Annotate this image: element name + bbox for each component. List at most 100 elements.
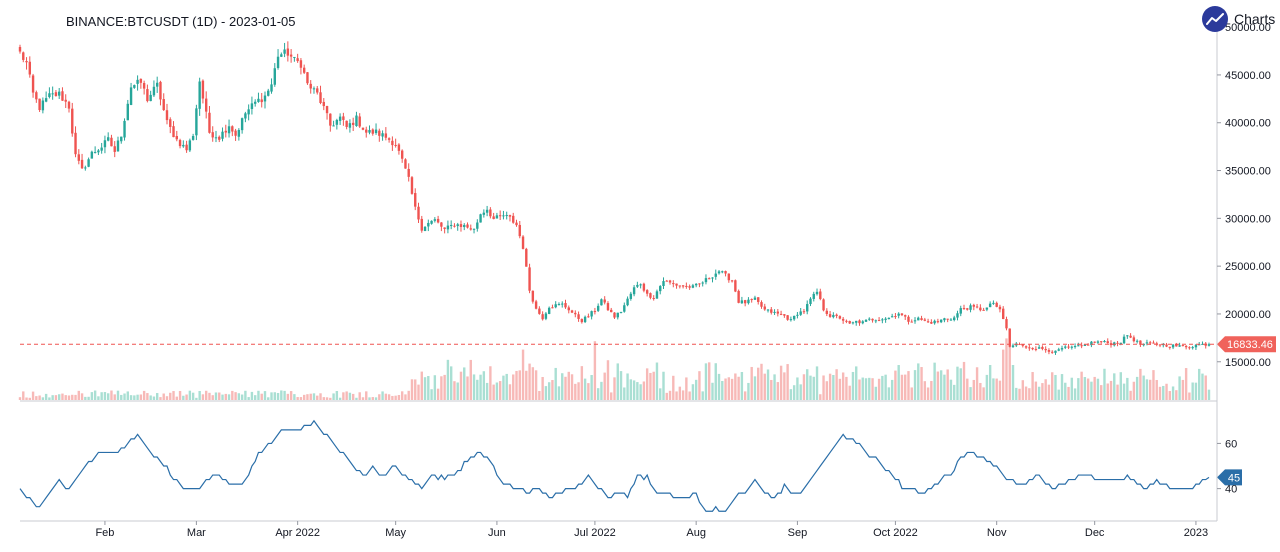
candle-body xyxy=(74,132,77,155)
candle-body xyxy=(623,305,626,312)
candle-body xyxy=(1021,344,1025,346)
volume-bar xyxy=(1165,383,1168,400)
volume-bar xyxy=(103,392,107,400)
volume-bar xyxy=(626,373,629,400)
candle-body xyxy=(84,167,87,169)
volume-bar xyxy=(776,382,780,400)
candle-body xyxy=(155,82,159,87)
volume-bar xyxy=(645,368,649,400)
volume-bar xyxy=(926,387,930,400)
candle-body xyxy=(28,61,31,75)
volume-bar xyxy=(31,391,35,400)
volume-bar xyxy=(819,394,822,400)
volume-bar xyxy=(218,392,221,400)
candle-body xyxy=(289,54,293,57)
price-tick-label: 40000.00 xyxy=(1225,118,1271,130)
volume-bar xyxy=(348,392,352,400)
price-candles[interactable] xyxy=(18,41,1211,355)
candle-body xyxy=(214,137,218,139)
candle-body xyxy=(348,123,352,128)
candle-body xyxy=(247,109,250,115)
time-tick-label: Oct 2022 xyxy=(873,527,918,539)
candle-body xyxy=(368,130,371,133)
candle-body xyxy=(910,321,913,323)
volume-bar xyxy=(365,391,368,400)
volume-bar xyxy=(201,394,205,400)
brand-badge[interactable]: Charts p xyxy=(1202,5,1280,33)
candle-body xyxy=(463,225,466,228)
candle-body xyxy=(551,307,554,309)
volume-bar xyxy=(299,397,303,400)
candle-body xyxy=(1122,336,1126,344)
volume-bar xyxy=(267,397,270,400)
volume-bar xyxy=(152,396,156,400)
candle-body xyxy=(688,286,691,288)
candle-body xyxy=(561,303,564,305)
volume-bar xyxy=(1168,391,1171,400)
volume-bar xyxy=(1207,389,1211,400)
volume-bar xyxy=(87,396,90,400)
volume-bar xyxy=(1178,376,1181,400)
volume-bar xyxy=(828,373,832,400)
volume-bar xyxy=(495,382,499,400)
volume-bar xyxy=(260,393,263,400)
volume-bar xyxy=(792,385,796,400)
candle-body xyxy=(636,284,639,287)
candle-body xyxy=(665,280,668,282)
candle-body xyxy=(858,320,861,324)
candle-body xyxy=(962,308,966,310)
volume-bar xyxy=(384,393,388,400)
volume-bar xyxy=(678,386,682,400)
volume-bar xyxy=(244,390,247,400)
candle-body xyxy=(283,49,286,54)
candle-body xyxy=(923,319,927,321)
candle-body xyxy=(815,291,819,295)
volume-bar xyxy=(374,397,378,400)
candle-body xyxy=(1080,345,1083,347)
volume-bar xyxy=(97,396,100,400)
candle-body xyxy=(90,151,94,159)
volume-bar xyxy=(1073,388,1077,400)
volume-bar xyxy=(1116,384,1119,400)
volume-bar xyxy=(551,380,554,400)
volume-bar xyxy=(195,397,198,400)
volume-bar xyxy=(662,371,665,400)
candle-body xyxy=(293,56,296,58)
volume-bar xyxy=(766,369,770,400)
volume-bar xyxy=(815,366,819,400)
volume-bar xyxy=(107,393,110,400)
volume-bar xyxy=(316,395,319,400)
volume-bar xyxy=(770,379,773,400)
volume-bar xyxy=(590,375,593,400)
candle-body xyxy=(384,133,388,138)
candle-body xyxy=(351,122,355,125)
candle-body xyxy=(1168,346,1171,348)
candle-body xyxy=(652,297,655,299)
volume-bar xyxy=(959,368,962,400)
candle-body xyxy=(133,85,136,88)
candle-body xyxy=(770,309,773,313)
candle-body xyxy=(198,81,201,109)
volume-bar xyxy=(342,392,345,400)
candle-body xyxy=(1194,344,1198,348)
candle-body xyxy=(508,215,512,217)
volume-bar xyxy=(306,394,309,400)
volume-bar xyxy=(864,378,868,400)
volume-bar xyxy=(1132,381,1136,400)
candle-body xyxy=(378,130,381,136)
candle-body xyxy=(580,319,584,323)
volume-bar xyxy=(381,391,384,400)
candle-body xyxy=(600,299,603,306)
volume-bar xyxy=(538,390,541,400)
price-tick-label: 50000.00 xyxy=(1225,22,1271,34)
volume-bar xyxy=(84,396,87,400)
candle-body xyxy=(221,131,224,139)
volume-bar xyxy=(789,389,793,400)
volume-bar xyxy=(992,378,995,400)
candle-body xyxy=(564,303,567,308)
volume-bar xyxy=(897,365,900,400)
candle-body xyxy=(1018,343,1021,345)
candle-body xyxy=(93,152,97,154)
candle-body xyxy=(165,110,169,121)
trend-line-icon xyxy=(1202,6,1228,32)
